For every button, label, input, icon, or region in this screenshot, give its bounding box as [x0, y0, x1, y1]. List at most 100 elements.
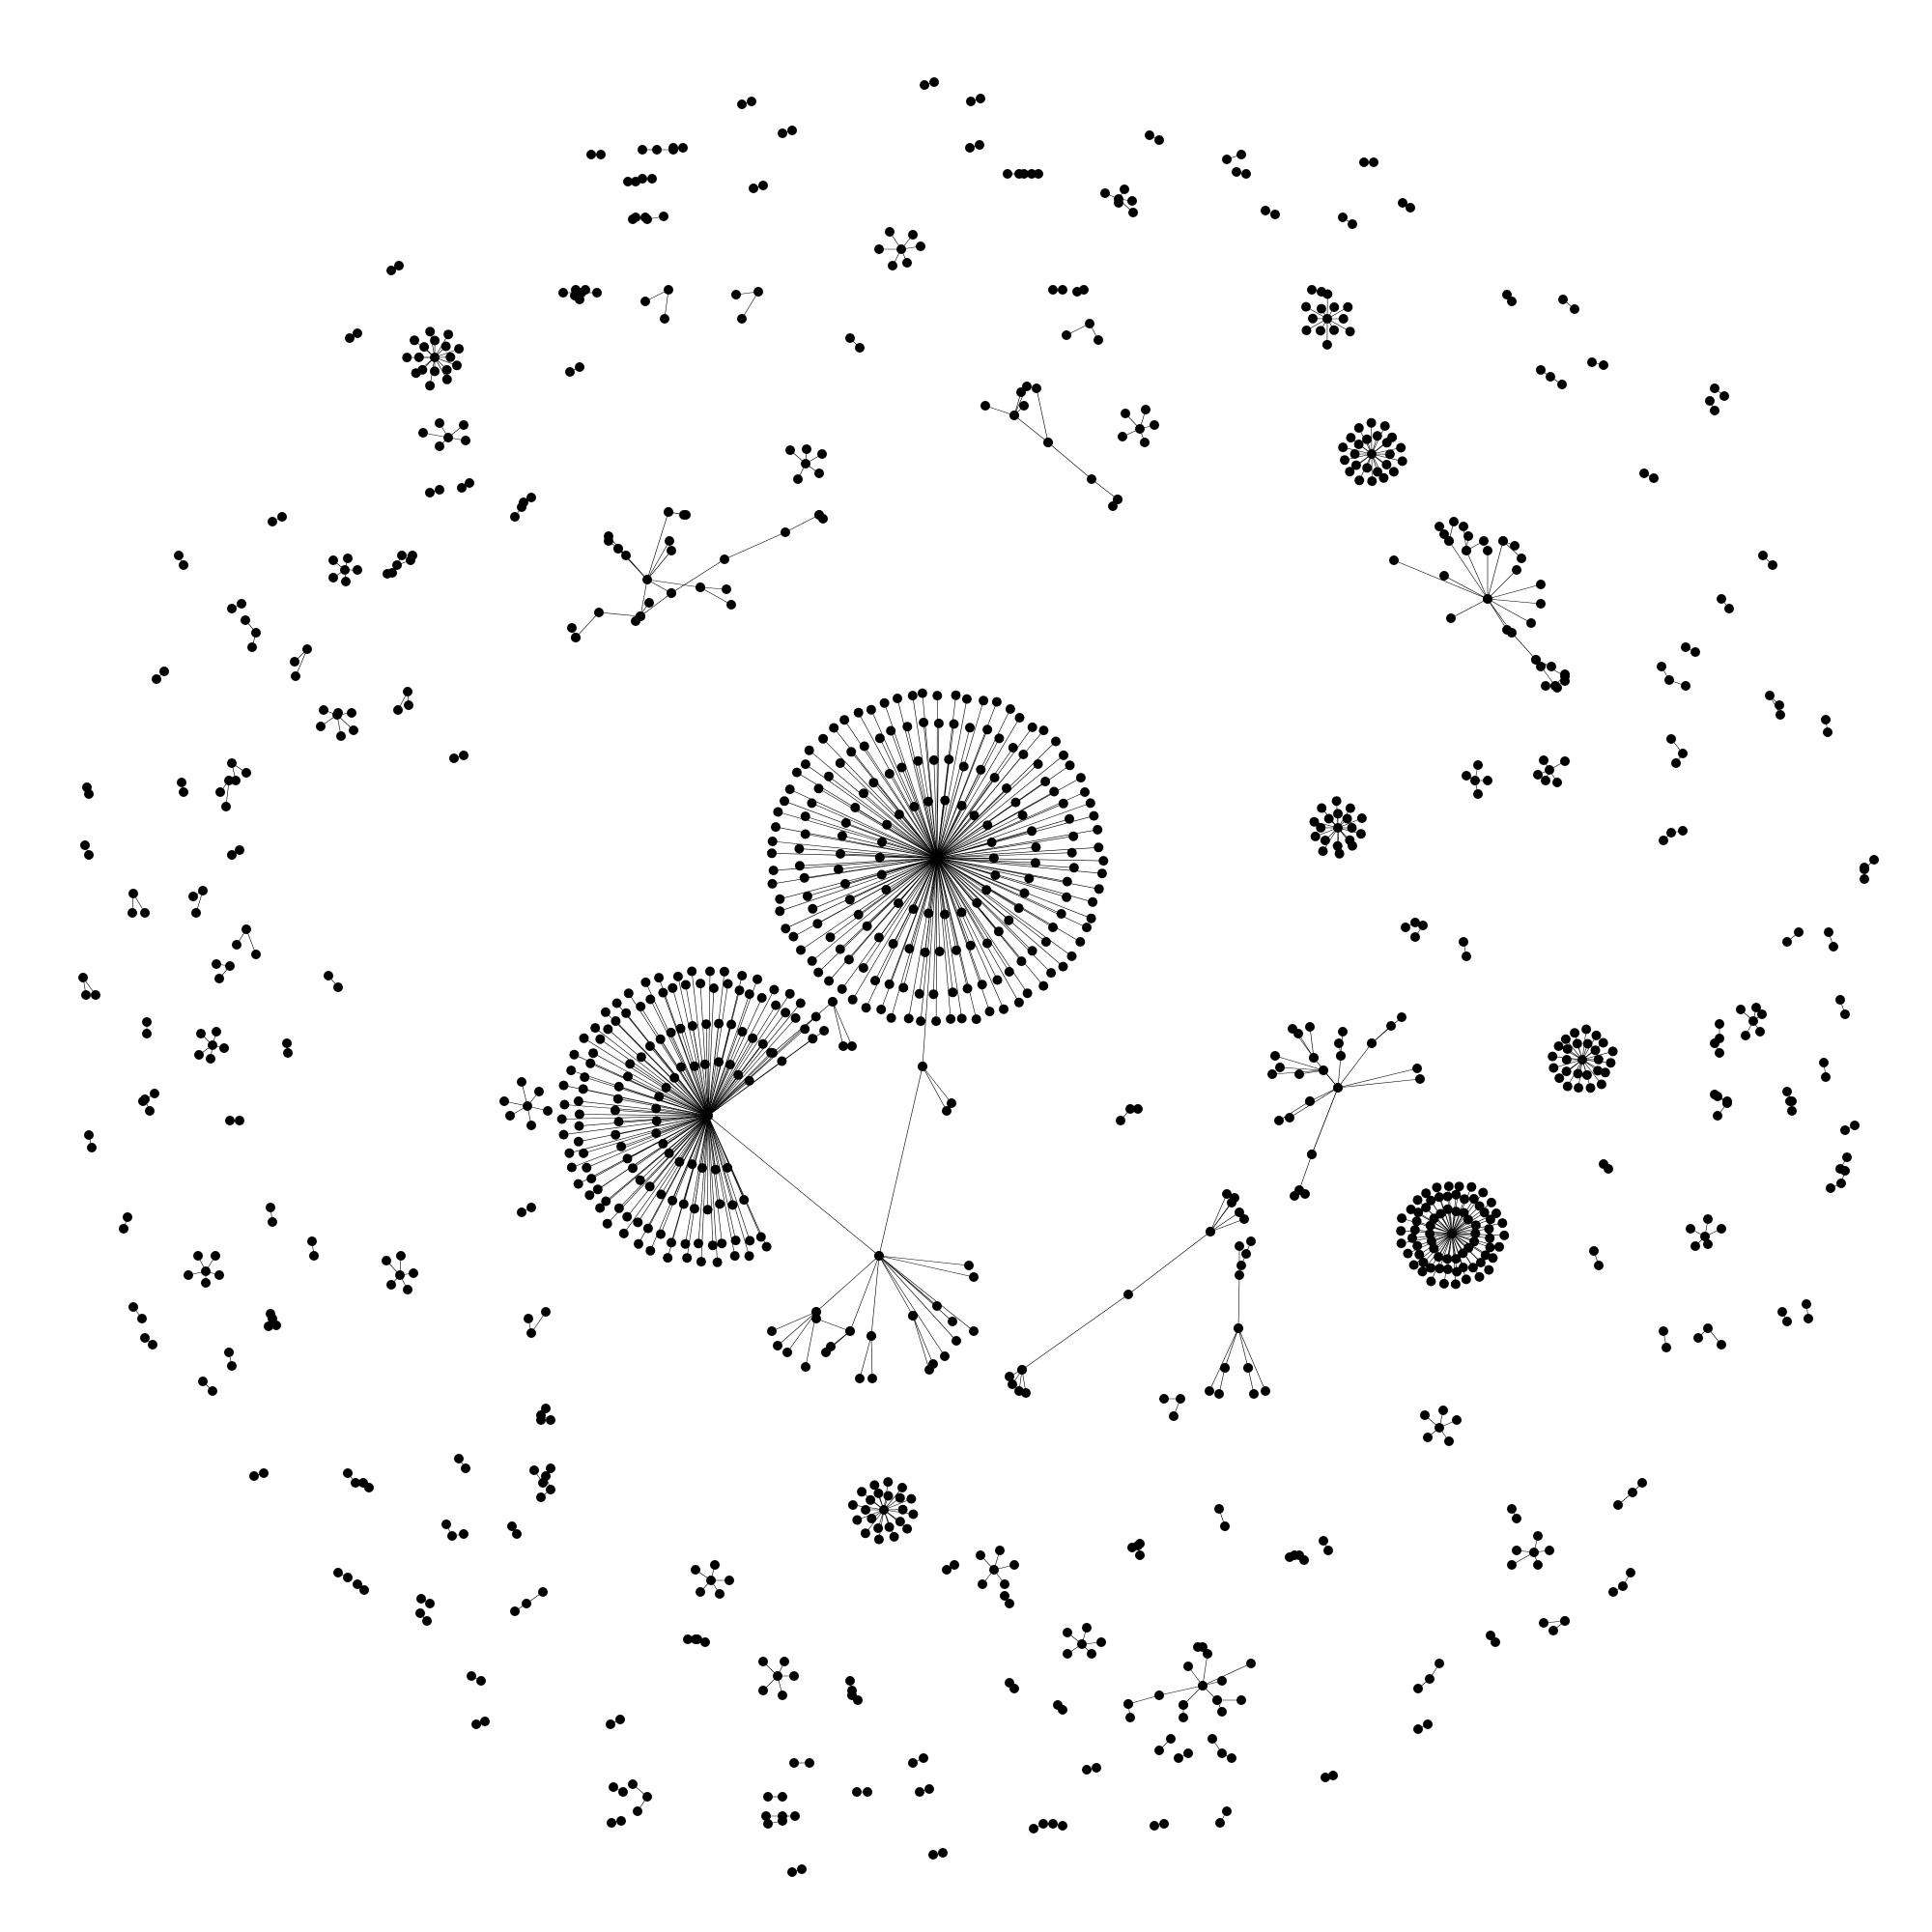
- graph-node: [613, 544, 623, 554]
- graph-node: [799, 872, 810, 883]
- graph-node: [805, 1758, 814, 1768]
- graph-edge: [1337, 1055, 1342, 1089]
- graph-node: [1174, 1753, 1183, 1763]
- graph-node: [761, 1241, 772, 1252]
- graph-node: [567, 623, 577, 633]
- graph-node: [394, 261, 404, 270]
- graph-node: [1005, 1599, 1014, 1608]
- graph-node: [1205, 1386, 1214, 1396]
- graph-node: [211, 1251, 220, 1261]
- graph-edge: [832, 1001, 853, 1047]
- graph-node: [1362, 434, 1372, 444]
- graph-node: [1068, 863, 1079, 873]
- graph-node: [948, 987, 958, 998]
- graph-node: [1413, 1724, 1423, 1734]
- graph-node: [1593, 1065, 1604, 1076]
- graph-node: [1002, 783, 1011, 793]
- graph-edge: [707, 983, 728, 1117]
- graph-edge: [936, 852, 1072, 859]
- graph-node: [777, 1056, 787, 1066]
- graph-node: [1483, 776, 1492, 785]
- graph-edge: [638, 1115, 709, 1223]
- graph-node: [193, 1251, 203, 1261]
- graph-node: [965, 723, 975, 733]
- graph-edge: [1487, 583, 1542, 600]
- graph-edge: [583, 1115, 709, 1154]
- graph-node: [1215, 1818, 1225, 1828]
- graph-node: [1470, 776, 1480, 785]
- graph-node: [1554, 1073, 1565, 1084]
- graph-node: [1318, 846, 1328, 857]
- graph-node: [1412, 1195, 1423, 1206]
- graph-node: [1562, 1044, 1573, 1054]
- graph-edge: [724, 531, 786, 560]
- graph-edge: [936, 700, 984, 859]
- graph-node: [1063, 1628, 1072, 1637]
- graph-edge: [685, 1115, 709, 1244]
- graph-node: [1498, 536, 1508, 546]
- graph-node: [660, 314, 669, 324]
- graph-node: [449, 753, 459, 763]
- graph-node: [1462, 952, 1471, 961]
- graph-node: [889, 1531, 899, 1542]
- graph-node: [351, 1478, 360, 1488]
- graph-node: [1004, 915, 1014, 925]
- graph-node: [1309, 1053, 1319, 1063]
- graph-edge: [707, 1052, 774, 1117]
- graph-node: [1545, 1546, 1554, 1555]
- graph-node: [1353, 440, 1364, 449]
- graph-node: [1517, 554, 1526, 563]
- graph-node: [592, 1184, 603, 1195]
- graph-node: [819, 1026, 830, 1036]
- graph-node: [1043, 438, 1053, 447]
- graph-node: [573, 1136, 583, 1147]
- graph-node: [956, 1013, 967, 1024]
- graph-node: [793, 474, 803, 484]
- graph-node: [625, 1059, 636, 1069]
- graph-node: [396, 1251, 406, 1261]
- graph-edge: [784, 514, 820, 533]
- graph-node: [1334, 1038, 1344, 1048]
- graph-node: [874, 852, 885, 863]
- graph-node: [1497, 1218, 1508, 1229]
- graph-edge: [1237, 1274, 1240, 1329]
- graph-node: [307, 1236, 317, 1246]
- graph-node: [975, 140, 984, 150]
- graph-node: [1507, 297, 1517, 306]
- graph-node: [744, 1251, 754, 1262]
- graph-node: [1426, 1195, 1436, 1206]
- graph-node: [964, 1261, 974, 1270]
- graph-node: [1350, 449, 1360, 459]
- graph-node: [81, 990, 91, 1000]
- graph-node: [664, 285, 673, 295]
- graph-node: [1082, 1765, 1092, 1775]
- graph-edge: [707, 989, 775, 1117]
- graph-node: [353, 1579, 362, 1589]
- graph-edge: [936, 747, 1014, 859]
- graph-node: [923, 796, 933, 807]
- graph-nodes: [78, 77, 1879, 1877]
- graph-edge: [645, 981, 709, 1117]
- graph-node: [1502, 290, 1512, 299]
- graph-edge: [592, 1052, 709, 1117]
- graph-node: [1421, 1203, 1432, 1213]
- graph-node: [633, 1806, 642, 1816]
- graph-node: [978, 1579, 987, 1589]
- graph-node: [763, 1792, 773, 1802]
- graph-node: [636, 1002, 646, 1011]
- graph-node: [773, 807, 783, 817]
- graph-node: [1398, 198, 1407, 208]
- graph-node: [291, 671, 300, 681]
- graph-node: [447, 1531, 457, 1541]
- graph-edge: [936, 857, 1064, 967]
- graph-edge: [936, 857, 1104, 862]
- graph-node: [694, 1238, 703, 1249]
- graph-node: [1561, 1055, 1572, 1065]
- graph-node: [408, 551, 417, 560]
- graph-node: [966, 97, 976, 106]
- graph-node: [976, 764, 986, 775]
- graph-node: [859, 788, 868, 799]
- graph-node: [1235, 1241, 1244, 1251]
- graph-node: [724, 1060, 735, 1069]
- graph-edge: [705, 1024, 709, 1117]
